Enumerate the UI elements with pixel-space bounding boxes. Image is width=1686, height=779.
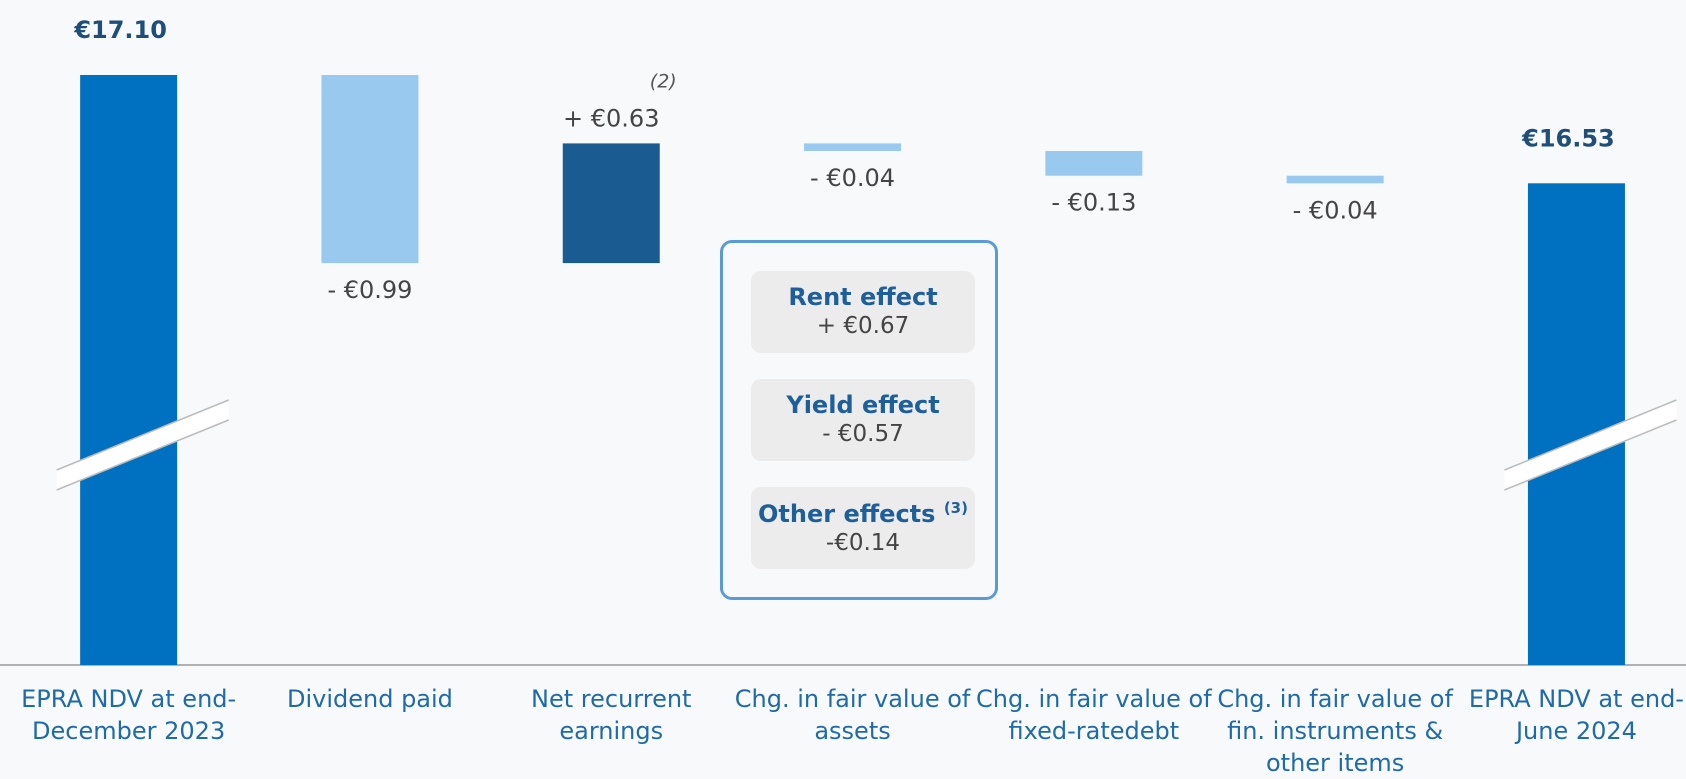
breakdown-value: - €0.57 (822, 421, 904, 447)
value-label: - €0.04 (810, 164, 895, 192)
breakdown-value: -€0.14 (825, 530, 901, 556)
bar (321, 75, 419, 264)
x-tick-label: Chg. in fair value of assets (734, 685, 971, 745)
breakdown-name-text: Yield effect (786, 391, 940, 419)
value-label: €17.10 (73, 16, 167, 44)
bar (1045, 151, 1143, 176)
breakdown-name: Other effects (3) (751, 499, 975, 528)
bar (80, 75, 178, 665)
annotation: (2) (650, 71, 677, 93)
breakdown-name: Rent effect (751, 283, 975, 311)
x-tick-label: Chg. in fair value of fin. instruments &… (1217, 685, 1453, 777)
bar (1286, 175, 1384, 184)
bar (562, 143, 660, 264)
breakdown-value: + €0.67 (816, 313, 910, 339)
bar (804, 143, 902, 151)
footnote: (3) (943, 499, 968, 517)
x-tick-label: Dividend paid (286, 685, 453, 713)
bar (1527, 183, 1625, 666)
breakdown-item: Other effects (3) -€0.14 (751, 487, 975, 569)
value-label: €16.53 (1521, 124, 1615, 152)
breakdown-box: Rent effect + €0.67 Yield effect - €0.57 Oth… (720, 240, 998, 600)
value-label: - €0.04 (1293, 196, 1378, 224)
x-tick-label: Net recurrent earnings (531, 685, 692, 745)
axis-break-line (56, 419, 229, 491)
x-tick-label: EPRA NDV at end-June 2024 (1468, 685, 1684, 745)
axis-break-line (56, 399, 229, 471)
value-label: + €0.63 (563, 104, 659, 132)
breakdown-item: Yield effect - €0.57 (751, 379, 975, 461)
axis-break-line (1504, 419, 1677, 491)
breakdown-name: Yield effect (751, 391, 975, 419)
breakdown-item: Rent effect + €0.67 (751, 271, 975, 353)
breakdown-name-text: Other effects (758, 500, 936, 528)
x-tick-label: Chg. in fair value of fixed-ratedebt (976, 685, 1212, 745)
breakdown-name-text: Rent effect (788, 283, 938, 311)
value-label: - €0.13 (1051, 189, 1136, 217)
value-label: - €0.99 (327, 276, 412, 304)
axis-break (1504, 400, 1677, 490)
axis-break-line (1504, 399, 1677, 471)
x-tick-label: EPRA NDV at end-December 2023 (21, 685, 237, 745)
axis-break (56, 400, 229, 490)
